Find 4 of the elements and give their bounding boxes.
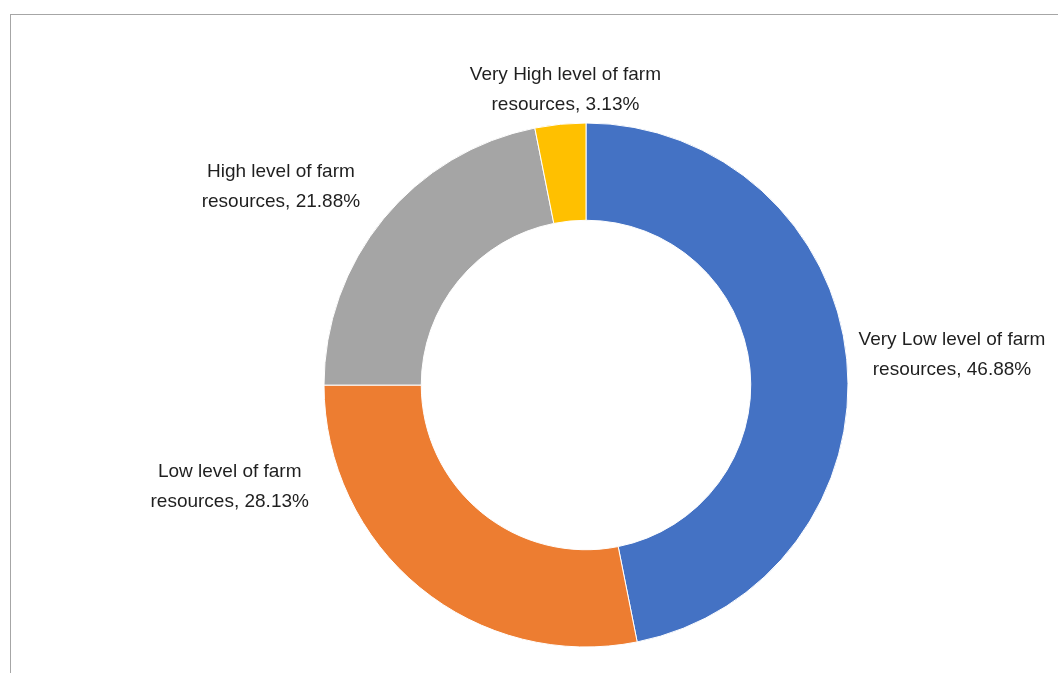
slice-label: Very High level of farm resources, 3.13% [469,63,661,114]
slice-label: High level of farm resources, 21.88% [201,159,361,211]
slice-label: Very Low level of farm resources, 46.88% [858,328,1046,380]
slice-label: Low level of farm resources, 28.13% [150,460,309,512]
